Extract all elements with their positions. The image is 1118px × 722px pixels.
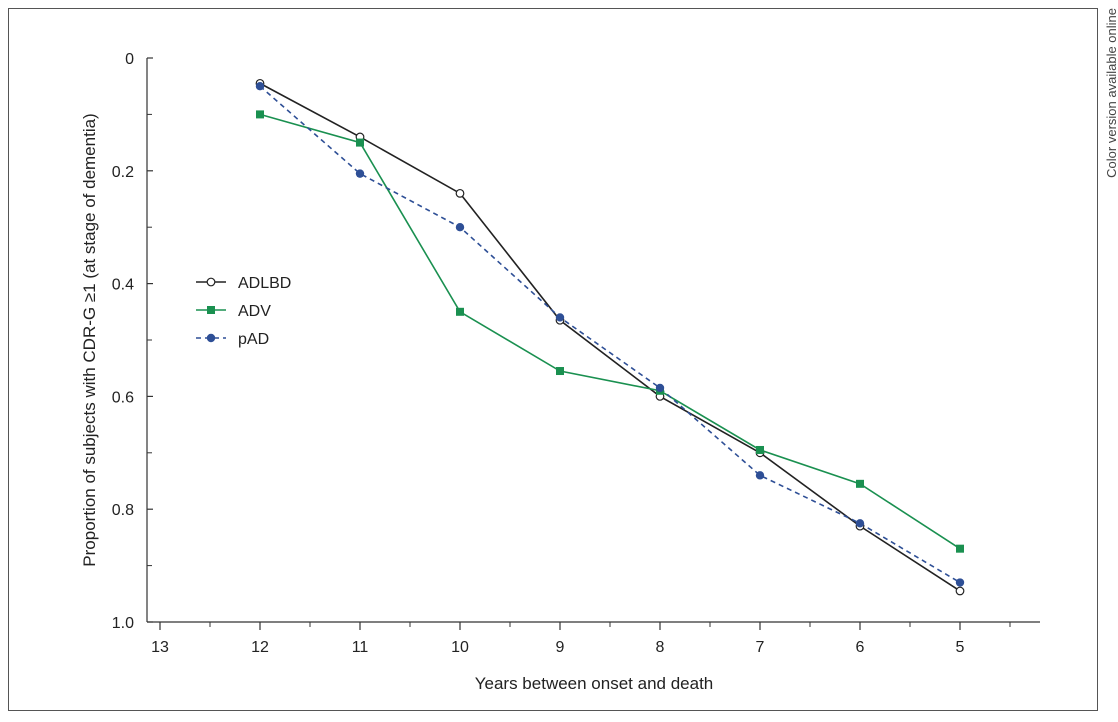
legend-marker-adlbd — [206, 277, 216, 287]
y-tick-label: 0.8 — [112, 502, 134, 519]
x-tick-label: 7 — [756, 639, 765, 656]
legend: ADLBD ADV pAD — [196, 275, 291, 348]
color-version-note: Color version available online — [1104, 8, 1118, 178]
data-point-pad — [355, 169, 365, 178]
series-line-adv — [259, 113, 961, 550]
legend-label-adlbd: ADLBD — [238, 275, 291, 292]
data-point-pad — [555, 313, 565, 322]
legend-label-pad: pAD — [238, 331, 269, 348]
data-point-adv — [856, 479, 864, 488]
data-point-adlbd — [955, 586, 965, 596]
y-tick-label: 0.6 — [112, 389, 134, 406]
series-line-adlbd — [259, 82, 961, 592]
data-point-pad — [955, 578, 965, 587]
x-tick-label: 11 — [352, 639, 369, 656]
axes: 0 0.2 0.4 0.6 0.8 1.0 13 12 11 10 9 8 7 6 5 — [112, 51, 1040, 656]
data-point-pad — [755, 471, 765, 480]
y-tick-label: 1.0 — [112, 615, 134, 632]
data-point-adv — [756, 445, 764, 454]
data-point-pad — [455, 223, 465, 232]
x-tick-label: 10 — [451, 639, 469, 656]
data-point-pad — [655, 383, 665, 393]
series-line-pad — [259, 85, 961, 584]
y-axis-title: Proportion of subjects with CDR-G ≥1 (at… — [80, 113, 99, 566]
legend-label-adv: ADV — [238, 303, 271, 320]
x-axis-title: Years between onset and death — [475, 674, 714, 693]
x-tick-label: 13 — [151, 639, 169, 656]
side-note-container: Color version available online — [1104, 8, 1118, 178]
data-point-pad — [255, 82, 265, 91]
data-point-adv — [556, 367, 564, 376]
y-tick-label: 0.2 — [112, 164, 134, 181]
data-point-adv — [956, 544, 964, 553]
x-tick-label: 12 — [251, 639, 269, 656]
x-tick-label: 8 — [656, 639, 665, 656]
data-point-adv — [256, 110, 264, 119]
x-tick-label: 6 — [856, 639, 865, 656]
x-tick-label: 9 — [556, 639, 565, 656]
figure-frame — [8, 8, 1098, 711]
data-point-adv — [456, 307, 464, 316]
data-point-pad — [855, 519, 865, 528]
legend-marker-pad — [206, 333, 216, 343]
y-tick-label: 0.4 — [112, 277, 134, 294]
y-tick-label: 0 — [125, 51, 134, 68]
data-point-adv — [356, 138, 364, 147]
plot-area — [255, 78, 965, 596]
legend-marker-adv — [207, 306, 215, 314]
x-tick-label: 5 — [956, 639, 965, 656]
data-point-adlbd — [455, 188, 465, 198]
